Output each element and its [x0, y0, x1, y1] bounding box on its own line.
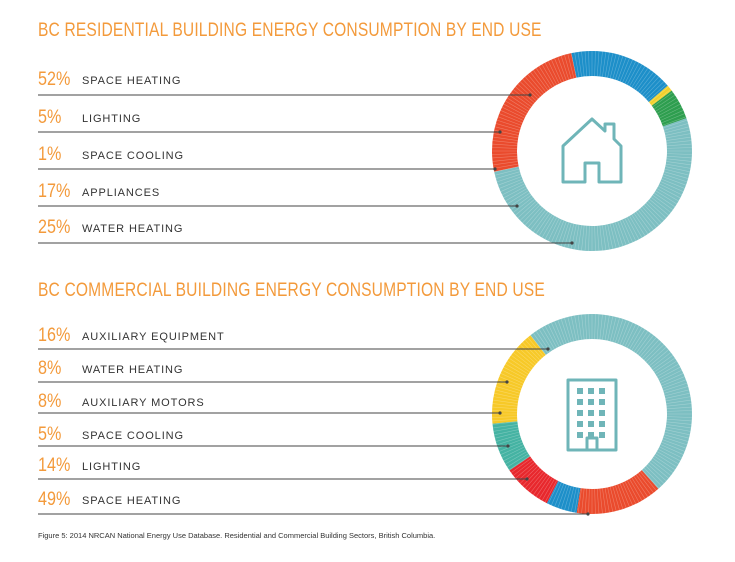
- donut-backdrop: [491, 50, 693, 252]
- slice-space-cooling: [648, 85, 672, 106]
- percent-label: 8%: [38, 358, 62, 379]
- category-label: LIGHTING: [82, 461, 142, 473]
- slice-lighting: [576, 470, 659, 514]
- slice-space-heating: [494, 118, 692, 251]
- donut-chart-residential: [38, 50, 693, 252]
- leader-dot: [505, 380, 509, 384]
- percent-label: 5%: [38, 107, 62, 128]
- leader-dot: [498, 411, 502, 415]
- category-label: AUXILIARY EQUIPMENT: [82, 331, 225, 343]
- category-label: SPACE HEATING: [82, 75, 182, 87]
- slice-auxiliary-equipment: [492, 335, 546, 424]
- donut-chart-commercial: [38, 313, 693, 516]
- percent-label: 17%: [38, 181, 71, 202]
- slice-water-heating: [491, 53, 577, 172]
- house-icon: [561, 117, 623, 184]
- ring-texture: [492, 51, 692, 251]
- category-label: WATER HEATING: [82, 364, 184, 376]
- percent-label: 16%: [38, 325, 71, 346]
- category-label: APPLIANCES: [82, 187, 161, 199]
- leader-dot: [586, 512, 590, 516]
- category-label: LIGHTING: [82, 113, 142, 125]
- leader-dot: [506, 444, 510, 448]
- office-building-icon: [566, 378, 618, 452]
- percent-label: 14%: [38, 455, 71, 476]
- leader-dot: [546, 347, 550, 351]
- figure-caption: Figure 5: 2014 NRCAN National Energy Use…: [38, 531, 436, 540]
- slice-water-heating: [492, 421, 531, 471]
- percent-label: 52%: [38, 69, 71, 90]
- slice-space-heating: [530, 314, 692, 489]
- ring-texture: [492, 314, 692, 514]
- slice-lighting: [651, 90, 687, 127]
- commercial-chart-title: BC COMMERCIAL BUILDING ENERGY CONSUMPTIO…: [38, 280, 545, 301]
- category-label: SPACE COOLING: [82, 430, 184, 442]
- category-label: AUXILIARY MOTORS: [82, 397, 205, 409]
- slice-auxiliary-motors: [509, 456, 559, 504]
- percent-label: 25%: [38, 217, 71, 238]
- slice-appliances: [571, 50, 668, 102]
- leader-dot: [525, 477, 529, 481]
- leader-dot: [498, 130, 502, 134]
- leader-dot: [570, 241, 574, 245]
- leader-dot: [493, 167, 497, 171]
- leader-dot: [528, 93, 532, 97]
- percent-label: 8%: [38, 391, 62, 412]
- category-label: SPACE HEATING: [82, 495, 182, 507]
- percent-label: 49%: [38, 489, 71, 510]
- residential-chart-title: BC RESIDENTIAL BUILDING ENERGY CONSUMPTI…: [38, 20, 542, 41]
- slice-space-cooling: [546, 480, 581, 513]
- percent-label: 5%: [38, 424, 62, 445]
- percent-label: 1%: [38, 144, 62, 165]
- category-label: WATER HEATING: [82, 223, 184, 235]
- leader-dot: [515, 204, 519, 208]
- category-label: SPACE COOLING: [82, 150, 184, 162]
